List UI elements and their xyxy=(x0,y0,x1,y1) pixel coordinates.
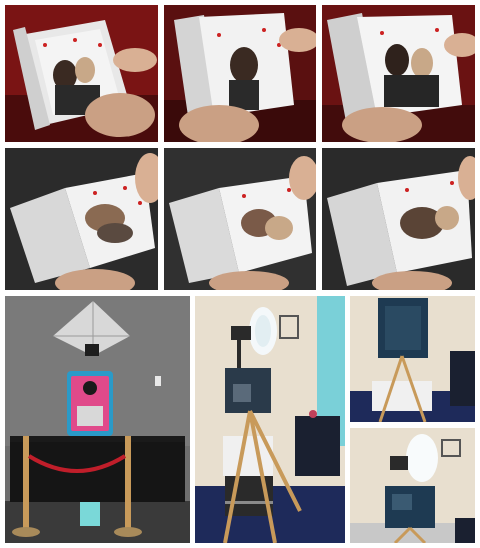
booth-photo xyxy=(5,296,190,543)
flipbook-photo xyxy=(5,5,158,142)
photo-tile-flipbook-open-1 xyxy=(5,148,158,290)
flipbook-photo xyxy=(164,5,316,142)
photo-tile-booth-ring-light-back xyxy=(350,428,475,543)
photo-tile-booth-ring-light xyxy=(195,296,345,543)
photo-tile-flipbook-closed-2 xyxy=(164,5,316,142)
booth-photo xyxy=(195,296,345,543)
flipbook-photo xyxy=(5,148,158,290)
photo-tile-flipbook-open-2 xyxy=(164,148,316,290)
flipbook-photo xyxy=(322,5,475,142)
photo-tile-flipbook-open-3 xyxy=(322,148,475,290)
photo-tile-flipbook-closed-3 xyxy=(322,5,475,142)
flipbook-photo xyxy=(322,148,475,290)
photo-tile-flipbook-closed-1 xyxy=(5,5,158,142)
flipbook-photo xyxy=(164,148,316,290)
photo-tile-booth-back xyxy=(350,296,475,422)
booth-photo xyxy=(350,428,475,543)
booth-photo xyxy=(350,296,475,422)
photo-tile-booth-umbrella xyxy=(5,296,190,543)
